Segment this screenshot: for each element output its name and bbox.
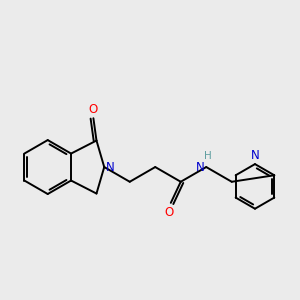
Text: N: N bbox=[250, 148, 260, 162]
Text: N: N bbox=[106, 160, 114, 173]
Text: H: H bbox=[204, 152, 211, 161]
Text: N: N bbox=[196, 160, 205, 173]
Text: O: O bbox=[89, 103, 98, 116]
Text: O: O bbox=[165, 206, 174, 219]
